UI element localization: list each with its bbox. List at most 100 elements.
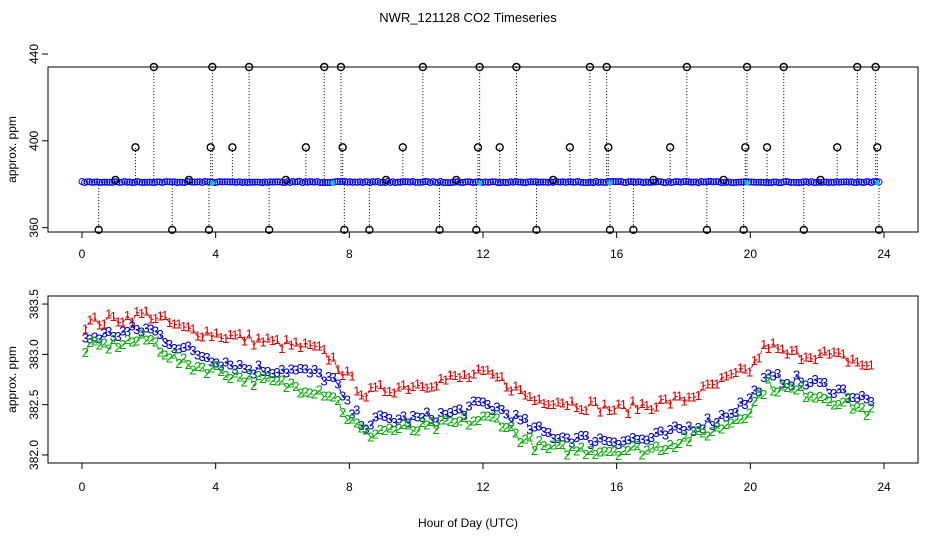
spike-point — [739, 225, 748, 235]
baseline-point — [710, 178, 718, 186]
series-3-segment — [304, 369, 311, 375]
series-3-point: 3 — [143, 320, 150, 335]
series-2-point: 2 — [213, 358, 220, 373]
baseline-point — [707, 177, 715, 185]
spike-point — [853, 62, 862, 72]
series-3-segment — [735, 402, 741, 414]
series-1-point: 1 — [835, 345, 842, 360]
spike-point — [381, 175, 391, 185]
series-3-segment — [202, 356, 208, 359]
baseline-point — [577, 178, 585, 186]
series-2-segment — [604, 451, 610, 453]
series-2-segment — [267, 377, 273, 382]
series-3-segment — [590, 441, 596, 446]
spike-point — [779, 62, 788, 72]
series-3-segment — [337, 384, 344, 397]
series-1-segment — [800, 357, 807, 361]
spike-point — [475, 62, 484, 72]
series-3-segment — [318, 373, 325, 382]
series-2-point: 2 — [765, 372, 772, 387]
series-2-segment — [407, 425, 414, 432]
series-1-point: 1 — [484, 362, 491, 377]
series-3-segment — [665, 429, 671, 436]
series-3-point: 3 — [868, 394, 875, 409]
series-1-point: 1 — [601, 397, 608, 412]
series-1-segment — [309, 344, 315, 347]
baseline-point — [291, 178, 299, 186]
bottom-y-tick-label: 382.0 — [27, 440, 41, 470]
series-3-segment — [566, 437, 573, 444]
series-2-point: 2 — [288, 376, 295, 391]
series-3-segment — [272, 372, 278, 375]
series-3-segment — [225, 362, 231, 366]
series-2-segment — [562, 444, 568, 456]
series-1-point: 1 — [545, 397, 552, 412]
series-3-segment — [389, 418, 395, 424]
highlight-point — [477, 180, 483, 186]
series-2-point: 2 — [821, 391, 828, 406]
series-1-segment — [248, 334, 255, 346]
baseline-point — [238, 179, 246, 187]
spike-point — [495, 143, 504, 152]
series-3-point: 3 — [765, 367, 772, 382]
series-3-segment — [641, 438, 647, 442]
series-3-segment — [679, 428, 685, 432]
baseline-point — [837, 178, 845, 186]
baseline-point — [584, 179, 592, 187]
series-3-point: 3 — [278, 362, 285, 377]
series-2-point: 2 — [826, 394, 833, 409]
series-3-point: 3 — [334, 376, 341, 391]
series-3-segment — [89, 336, 95, 340]
baseline-point — [316, 179, 324, 187]
series-3-segment — [403, 416, 409, 424]
series-2-segment — [599, 451, 605, 453]
series-3-segment — [510, 414, 517, 423]
series-3-point: 3 — [222, 355, 229, 370]
series-3-segment — [328, 376, 334, 379]
baseline-point — [126, 178, 134, 186]
series-3-segment — [412, 415, 418, 418]
series-1-segment — [581, 409, 587, 412]
baseline-point — [717, 179, 725, 187]
series-3-segment — [571, 437, 577, 444]
series-3: 3333333333333333333333333333333333333333… — [82, 318, 875, 452]
spike-point — [873, 143, 882, 152]
series-2-segment — [805, 396, 811, 399]
series-3-segment — [515, 414, 521, 421]
series-3-segment — [197, 354, 203, 358]
bottom-x-tick-label: 4 — [212, 480, 219, 494]
series-1-segment — [622, 404, 629, 415]
bottom-x-tick-label: 20 — [744, 480, 758, 494]
series-3-segment — [253, 365, 259, 375]
baseline-point — [654, 178, 662, 186]
series-2-segment — [112, 339, 119, 349]
baseline-point — [98, 178, 106, 186]
bottom-x-tick-label: 24 — [877, 480, 891, 494]
baseline-point — [253, 178, 261, 186]
series-3-point: 3 — [213, 356, 220, 371]
baseline-point — [143, 178, 151, 186]
series-3-point: 3 — [755, 384, 762, 399]
baseline-point — [294, 178, 302, 186]
series-3-segment — [524, 419, 531, 431]
series-1-segment — [160, 315, 165, 318]
series-2-point: 2 — [157, 345, 164, 360]
baseline-point — [612, 178, 620, 186]
series-3-point: 3 — [288, 361, 295, 376]
baseline-point — [619, 178, 627, 186]
series-3-point: 3 — [456, 401, 463, 416]
series-2-segment — [389, 428, 395, 432]
series-1-point: 1 — [245, 326, 252, 341]
series-1-point: 1 — [143, 303, 150, 318]
series-2-segment — [866, 408, 872, 417]
baseline-point — [268, 178, 276, 186]
series-1-point: 1 — [709, 376, 716, 391]
series-1-segment — [604, 404, 610, 412]
series-1-point: 1 — [227, 327, 234, 342]
baseline-point — [416, 178, 424, 186]
baseline-point — [394, 178, 402, 186]
baseline-point — [722, 178, 730, 186]
series-3-point: 3 — [564, 430, 571, 445]
series-2-segment — [683, 437, 690, 443]
